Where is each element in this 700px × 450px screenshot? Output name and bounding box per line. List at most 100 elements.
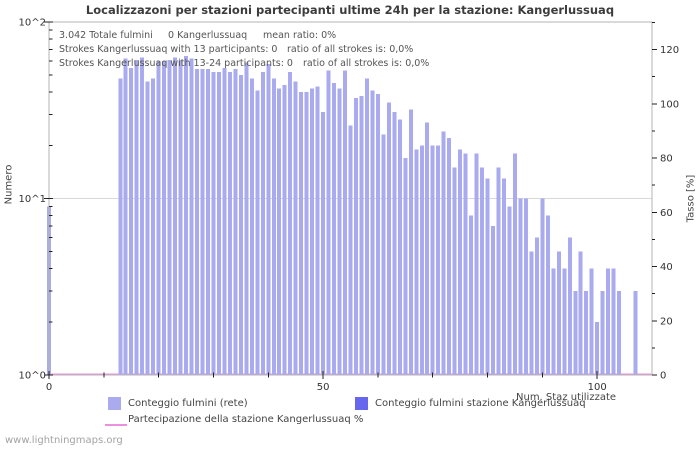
network-bar bbox=[392, 111, 397, 375]
network-bar bbox=[310, 88, 315, 376]
network-bar bbox=[364, 78, 369, 375]
network-bar bbox=[523, 198, 528, 375]
y-right-tick-label: 40 bbox=[660, 262, 673, 273]
network-bar bbox=[255, 90, 260, 375]
network-bar bbox=[501, 178, 506, 375]
network-bar bbox=[156, 61, 161, 375]
annotation-totals-2: 0 Kangerlussuaq bbox=[168, 30, 248, 41]
network-bar bbox=[348, 125, 353, 375]
y-left-tick-label: 10^2 bbox=[19, 18, 46, 29]
network-bar bbox=[332, 83, 337, 375]
x-tick-label: 50 bbox=[317, 382, 330, 393]
network-bar bbox=[233, 69, 238, 376]
network-bar bbox=[408, 109, 413, 375]
chart-title: Localizzazoni per stazioni partecipanti … bbox=[85, 3, 615, 17]
network-bar bbox=[326, 70, 331, 375]
y-right-tick-label: 120 bbox=[660, 45, 679, 56]
network-bar bbox=[480, 167, 485, 375]
network-bar bbox=[529, 251, 534, 375]
network-bar bbox=[337, 88, 342, 376]
network-bar bbox=[518, 198, 523, 375]
network-bar bbox=[178, 59, 183, 375]
network-bar bbox=[370, 90, 375, 375]
network-bar bbox=[162, 61, 167, 375]
network-bar bbox=[123, 58, 128, 375]
network-bar bbox=[545, 215, 550, 375]
y-left-tick-label: 10^0 bbox=[19, 371, 46, 382]
network-bar bbox=[151, 78, 156, 375]
watermark: www.lightningmaps.org bbox=[5, 435, 123, 446]
network-bar bbox=[606, 268, 611, 375]
y-right-tick-label: 80 bbox=[660, 154, 673, 165]
network-bar bbox=[540, 198, 545, 375]
network-bar bbox=[485, 178, 490, 375]
network-bar bbox=[222, 67, 227, 375]
annotation-totals-1: 3.042 Totale fulmini bbox=[59, 30, 153, 41]
x-tick-label: 0 bbox=[46, 382, 52, 393]
network-bar bbox=[353, 98, 358, 375]
y-right-tick-label: 100 bbox=[660, 99, 679, 110]
network-bar bbox=[496, 167, 501, 375]
network-bar bbox=[452, 167, 457, 375]
network-bar bbox=[562, 268, 567, 375]
network-bar bbox=[216, 72, 221, 375]
network-bar bbox=[129, 67, 134, 375]
network-bar bbox=[227, 72, 232, 375]
network-bar bbox=[573, 290, 578, 375]
network-bar bbox=[266, 63, 271, 376]
network-bar bbox=[381, 134, 386, 375]
network-bar bbox=[436, 145, 441, 375]
network-bar bbox=[288, 72, 293, 375]
network-bar bbox=[512, 153, 517, 375]
network-bar bbox=[611, 268, 616, 375]
network-bar bbox=[447, 138, 452, 375]
network-bar bbox=[600, 290, 605, 375]
network-bar bbox=[184, 56, 189, 376]
network-bar bbox=[507, 206, 512, 375]
network-bar bbox=[595, 321, 600, 375]
legend-swatch-station bbox=[355, 397, 368, 410]
y-left-tick-label: 10^1 bbox=[19, 194, 46, 205]
network-bar bbox=[211, 72, 216, 375]
x-axis-title: Num. Staz utilizzate bbox=[516, 392, 617, 403]
network-bar bbox=[458, 149, 463, 375]
network-bar bbox=[425, 122, 430, 376]
network-bar bbox=[315, 86, 320, 376]
network-bar bbox=[375, 94, 380, 375]
legend-label-participation: Partecipazione della stazione Kangerluss… bbox=[128, 414, 364, 425]
annotation-strokes13-1: Strokes Kangerlussuaq with 13 participan… bbox=[59, 44, 278, 55]
network-bar bbox=[359, 96, 364, 375]
network-bar bbox=[195, 69, 200, 376]
network-bar bbox=[589, 268, 594, 375]
network-bar bbox=[403, 157, 408, 375]
annotation-strokes13-2: ratio of all strokes is: 0,0% bbox=[287, 44, 414, 55]
network-bar bbox=[617, 290, 622, 375]
network-bar bbox=[584, 290, 589, 375]
legend-swatch-participation bbox=[105, 424, 127, 426]
network-bar bbox=[534, 237, 539, 375]
network-bar bbox=[134, 59, 139, 375]
legend-label-station: Conteggio fulmini stazione Kangerlussuaq bbox=[375, 398, 586, 409]
network-bar bbox=[299, 92, 304, 375]
network-bar bbox=[474, 153, 479, 375]
network-bar bbox=[205, 69, 210, 376]
network-bar bbox=[118, 78, 123, 375]
y-right-tick-label: 60 bbox=[660, 208, 673, 219]
network-bar bbox=[293, 81, 298, 375]
legend-swatch-network bbox=[108, 397, 121, 410]
network-bar bbox=[419, 145, 424, 375]
network-bar bbox=[430, 145, 435, 375]
network-bar bbox=[441, 131, 446, 375]
network-bar bbox=[578, 251, 583, 375]
network-bar bbox=[463, 153, 468, 375]
network-bar bbox=[567, 237, 572, 375]
network-bar bbox=[145, 81, 150, 375]
left-axis-title: Numero bbox=[3, 164, 15, 205]
network-bar bbox=[249, 78, 254, 375]
network-bar bbox=[386, 102, 391, 376]
network-bar bbox=[238, 75, 243, 375]
network-bar bbox=[343, 70, 348, 375]
network-bar bbox=[271, 78, 276, 375]
network-bar bbox=[304, 92, 309, 375]
